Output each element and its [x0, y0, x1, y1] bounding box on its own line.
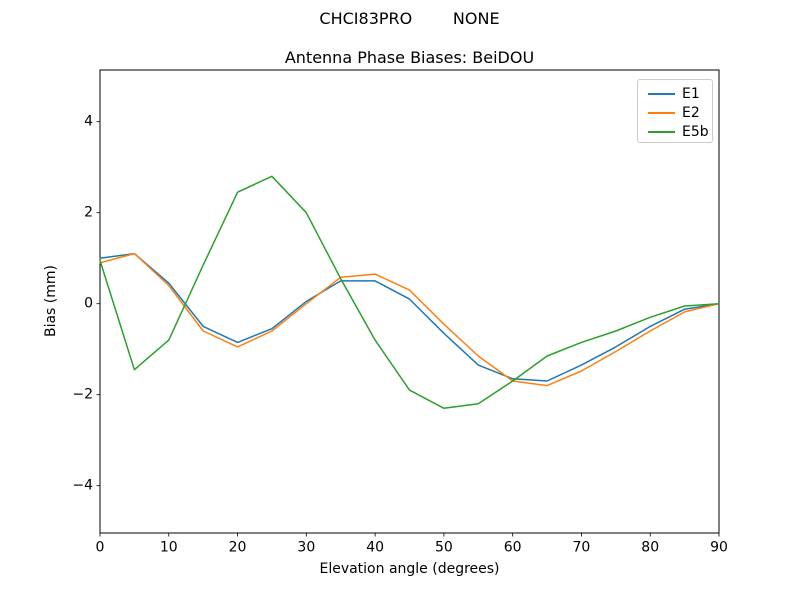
legend-label-e5b: E5b [682, 123, 709, 140]
x-tick-label: 50 [435, 540, 453, 556]
legend-line-swatch-e1 [648, 92, 675, 95]
legend-label-e2: E2 [682, 104, 700, 121]
figure-suptitle: CHCI83PRO NONE [319, 9, 500, 28]
y-tick-label: 2 [84, 205, 93, 221]
legend-line-swatch-e2 [648, 111, 675, 114]
series-line-e5b [99, 175, 720, 410]
x-tick-label: 0 [96, 540, 105, 556]
y-axis-label: Bias (mm) [43, 264, 59, 338]
x-tick-label: 90 [710, 540, 728, 556]
x-tick-label: 30 [297, 540, 315, 556]
y-tick-label: 4 [84, 114, 93, 130]
legend-item-e5b: E5b [648, 122, 712, 141]
legend-line-swatch-e5b [648, 130, 675, 133]
x-tick-label: 10 [160, 540, 178, 556]
x-axis-label: Elevation angle (degrees) [319, 561, 500, 577]
y-tick-label: 0 [84, 296, 93, 312]
legend-item-e2: E2 [648, 103, 712, 122]
legend-item-e1: E1 [648, 84, 712, 103]
y-tick-label: −2 [72, 387, 93, 403]
x-tick-label: 20 [229, 540, 247, 556]
series-line-e1 [99, 252, 720, 382]
x-tick-label: 80 [641, 540, 659, 556]
series-line-e2 [99, 252, 720, 387]
legend: E1 E2 E5b [637, 79, 713, 143]
plot-frame [99, 69, 720, 534]
x-tick-label: 60 [504, 540, 522, 556]
x-tick-label: 40 [366, 540, 384, 556]
legend-label-e1: E1 [682, 85, 700, 102]
chart-title: Antenna Phase Biases: BeiDOU [284, 48, 535, 67]
x-tick-label: 70 [573, 540, 591, 556]
y-tick-label: −4 [72, 478, 93, 494]
